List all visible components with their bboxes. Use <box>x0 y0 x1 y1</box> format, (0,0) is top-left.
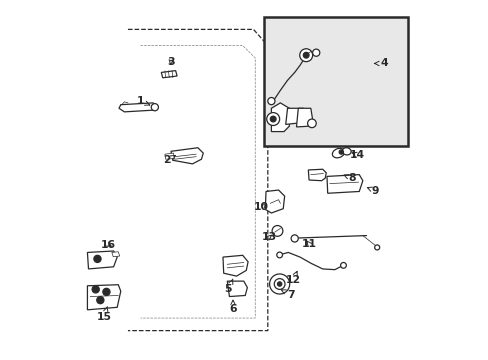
Circle shape <box>266 113 279 126</box>
Polygon shape <box>308 169 325 181</box>
Ellipse shape <box>342 148 350 155</box>
Polygon shape <box>87 285 121 310</box>
Bar <box>264 17 407 146</box>
Text: 10: 10 <box>254 202 269 212</box>
Text: 9: 9 <box>366 186 378 196</box>
Circle shape <box>303 52 308 58</box>
Circle shape <box>94 255 101 262</box>
Polygon shape <box>326 175 362 193</box>
Circle shape <box>274 279 285 289</box>
Text: 14: 14 <box>349 150 364 160</box>
Polygon shape <box>265 190 284 213</box>
Circle shape <box>339 150 343 154</box>
Polygon shape <box>87 251 117 269</box>
Circle shape <box>290 235 298 242</box>
Circle shape <box>307 119 316 128</box>
Text: 16: 16 <box>101 239 116 249</box>
Text: 12: 12 <box>285 271 300 285</box>
Text: 3: 3 <box>167 57 174 67</box>
Text: 7: 7 <box>281 290 294 300</box>
Text: 2: 2 <box>163 155 175 165</box>
Circle shape <box>92 286 99 293</box>
Polygon shape <box>285 108 303 125</box>
Text: 8: 8 <box>344 173 355 183</box>
Text: 13: 13 <box>261 232 276 242</box>
Circle shape <box>276 252 282 258</box>
Circle shape <box>340 262 346 268</box>
Polygon shape <box>171 148 203 164</box>
Circle shape <box>271 226 282 236</box>
Text: 5: 5 <box>224 279 232 294</box>
Text: 6: 6 <box>229 300 236 314</box>
Circle shape <box>299 49 312 62</box>
Circle shape <box>151 104 158 111</box>
Polygon shape <box>164 153 174 159</box>
Ellipse shape <box>332 148 344 158</box>
Polygon shape <box>227 281 247 297</box>
Circle shape <box>269 274 289 294</box>
Text: 15: 15 <box>96 307 111 322</box>
Text: 4: 4 <box>374 58 387 68</box>
Polygon shape <box>119 103 156 112</box>
Text: 11: 11 <box>301 239 316 249</box>
Circle shape <box>97 297 104 304</box>
Polygon shape <box>112 252 120 257</box>
Polygon shape <box>296 108 312 127</box>
Circle shape <box>312 49 319 56</box>
Circle shape <box>270 116 276 122</box>
Circle shape <box>267 98 274 105</box>
Text: 1: 1 <box>137 96 149 106</box>
Circle shape <box>374 245 379 250</box>
Circle shape <box>102 288 110 296</box>
Polygon shape <box>223 255 247 276</box>
Polygon shape <box>271 103 289 132</box>
Circle shape <box>277 282 281 286</box>
Polygon shape <box>161 71 177 78</box>
